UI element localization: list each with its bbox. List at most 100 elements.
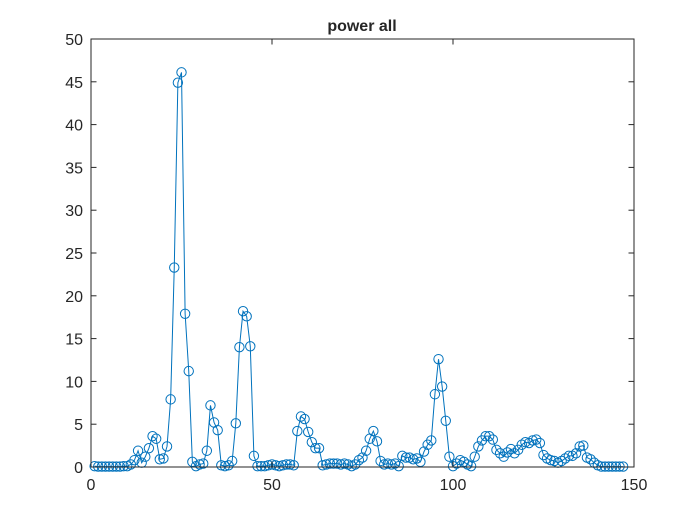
data-point xyxy=(328,458,339,469)
data-point xyxy=(444,451,455,462)
data-point xyxy=(154,454,165,465)
data-point xyxy=(451,458,462,469)
data-point xyxy=(237,306,249,317)
data-point xyxy=(407,454,419,465)
data-point xyxy=(147,430,158,442)
data-point xyxy=(436,381,448,392)
y-tick-label: 10 xyxy=(65,374,83,391)
data-point xyxy=(234,341,245,353)
series-layer xyxy=(89,67,629,472)
data-point xyxy=(321,459,332,470)
data-point xyxy=(538,449,549,461)
data-point xyxy=(335,459,346,470)
data-point xyxy=(491,444,502,456)
data-point xyxy=(560,453,571,464)
data-point xyxy=(440,415,451,426)
data-point xyxy=(245,341,256,352)
data-point xyxy=(252,460,263,472)
data-point xyxy=(570,448,582,459)
data-point xyxy=(473,441,484,452)
data-point xyxy=(563,450,575,462)
data-point xyxy=(386,459,397,470)
data-point xyxy=(574,441,585,452)
data-point xyxy=(248,450,260,462)
data-point xyxy=(201,445,213,456)
data-point xyxy=(447,460,459,472)
data-point xyxy=(310,442,321,454)
data-point xyxy=(118,460,129,472)
data-point xyxy=(484,430,495,442)
data-point xyxy=(469,451,480,462)
data-point xyxy=(274,460,285,472)
data-point xyxy=(169,262,180,273)
data-point xyxy=(281,459,292,470)
data-point xyxy=(176,67,187,78)
data-point xyxy=(520,436,531,448)
data-point xyxy=(277,460,289,471)
data-point xyxy=(527,435,538,446)
x-tick-label: 0 xyxy=(87,477,96,494)
y-tick-label: 5 xyxy=(74,417,83,434)
data-point xyxy=(578,440,589,451)
data-point xyxy=(295,411,307,422)
data-point xyxy=(284,459,296,470)
data-point xyxy=(331,458,343,469)
data-point xyxy=(339,458,350,469)
data-point xyxy=(400,452,412,463)
data-point xyxy=(216,460,227,471)
data-point xyxy=(299,413,310,425)
data-point xyxy=(545,454,556,466)
data-point xyxy=(313,442,325,454)
data-point xyxy=(255,460,267,472)
data-point xyxy=(317,460,328,471)
data-point xyxy=(303,426,314,438)
data-point xyxy=(389,458,401,469)
data-point xyxy=(140,451,151,462)
y-tick-label: 45 xyxy=(65,75,83,92)
data-point xyxy=(165,394,176,405)
x-tick-label: 50 xyxy=(263,477,281,494)
data-point xyxy=(324,458,336,469)
data-point xyxy=(556,455,567,467)
data-point xyxy=(143,442,155,454)
y-tick-label: 25 xyxy=(65,246,83,263)
y-tick-label: 35 xyxy=(65,160,83,177)
data-point xyxy=(179,308,191,319)
data-point xyxy=(183,365,194,377)
data-point xyxy=(509,448,520,459)
data-point xyxy=(172,77,184,88)
data-point xyxy=(357,452,368,463)
data-point xyxy=(259,460,270,472)
x-tick-label: 100 xyxy=(440,477,467,494)
y-tick-label: 20 xyxy=(65,289,83,306)
data-point xyxy=(263,460,274,471)
data-point xyxy=(194,459,205,470)
data-point xyxy=(219,460,231,472)
data-point xyxy=(226,455,238,467)
axes-layer: 0 50 100 150 0 5 10 15 20 25 30 35 40 45 50 xyxy=(65,32,647,494)
data-point xyxy=(512,444,524,456)
data-point xyxy=(205,400,216,411)
data-point xyxy=(426,435,437,446)
data-point xyxy=(502,447,513,458)
data-point xyxy=(89,460,100,472)
data-point xyxy=(531,434,542,445)
plot-area xyxy=(91,39,634,467)
data-point xyxy=(241,311,252,322)
y-tick-label: 50 xyxy=(65,32,83,49)
data-point xyxy=(306,436,318,448)
chart-title: power all xyxy=(327,18,396,35)
y-tick-label: 15 xyxy=(65,332,83,349)
data-point xyxy=(433,353,444,365)
data-point xyxy=(270,460,281,471)
data-point xyxy=(158,453,169,464)
data-point xyxy=(585,454,596,465)
data-point xyxy=(567,450,578,462)
x-tick-label: 150 xyxy=(621,477,648,494)
data-point xyxy=(371,436,383,447)
data-point xyxy=(129,454,140,466)
y-tick-label: 40 xyxy=(65,118,83,135)
data-point xyxy=(360,445,372,456)
